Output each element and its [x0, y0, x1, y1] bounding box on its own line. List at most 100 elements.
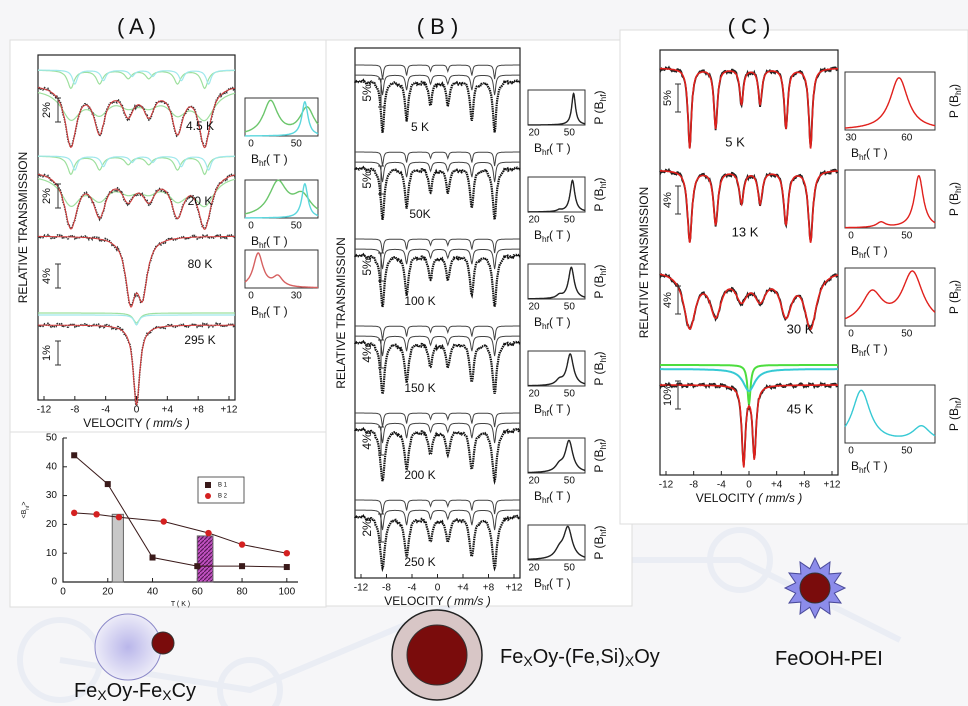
dist-box — [844, 384, 936, 444]
bhf-label-part: B — [251, 234, 259, 248]
bhf-label: Bhf( T ) — [534, 402, 571, 418]
dist-tick-label: 0 — [248, 221, 254, 232]
x-axis-unit: ( mm/s ) — [758, 491, 802, 505]
p-label-part: P (B — [592, 101, 606, 124]
spectrum-fit — [659, 273, 839, 331]
particle-label-part: Fe — [74, 680, 97, 702]
bhf-label: Bhf( T ) — [534, 576, 571, 592]
point — [205, 529, 212, 537]
x-tick-label: -8 — [70, 405, 79, 416]
y-axis-label-part: > — [21, 502, 28, 506]
bhf-label-part: hf — [542, 234, 550, 244]
dist-tick-label: 50 — [291, 221, 303, 232]
x-axis-label-part: VELOCITY — [83, 416, 145, 430]
bhf-label-part: B — [251, 152, 259, 166]
dist-box — [844, 169, 936, 229]
dist-tick-label: 50 — [564, 476, 576, 487]
bhf-label-part: B — [534, 141, 542, 155]
p-label-part: hf — [953, 283, 963, 291]
p-label: P (Bhf) — [592, 525, 608, 559]
p-label-part: P (B — [592, 536, 606, 559]
dist-box — [844, 267, 936, 327]
particle-label-part: X — [625, 653, 635, 669]
spectrum-data — [354, 513, 521, 573]
bhf-label-part: hf — [542, 408, 550, 418]
dist-tick-label: 50 — [564, 128, 576, 139]
spectrum-data — [354, 339, 521, 395]
dist-tick-label: 20 — [528, 128, 540, 139]
x-axis-label: VELOCITY ( mm/s ) — [384, 594, 490, 608]
dist-box — [527, 524, 586, 561]
p-label: P (Bhf) — [592, 264, 608, 298]
dist-box — [527, 176, 586, 213]
scale-bar — [675, 380, 681, 410]
temperature-label: 295 K — [184, 333, 215, 347]
y-axis-label: RELATIVE TRANSMISSION — [637, 187, 651, 339]
bhf-label: Bhf( T ) — [251, 152, 288, 168]
particle-label-part: Fe — [500, 646, 523, 668]
temperature-label: 150 K — [404, 381, 435, 395]
x-tick-label: 20 — [102, 587, 114, 598]
bhf-label: Bhf( T ) — [851, 244, 888, 260]
y-axis-label: RELATIVE TRANSMISSION — [16, 152, 30, 304]
spectrum-fit — [660, 170, 839, 243]
point — [283, 550, 291, 557]
x-tick-label: +4 — [771, 480, 783, 491]
dist-box — [527, 263, 586, 300]
point — [115, 514, 123, 521]
x-tick-label: -12 — [37, 405, 52, 416]
temperature-label: 250 K — [404, 555, 435, 569]
bhf-label-part: hf — [259, 310, 267, 320]
bhf-label: Bhf( T ) — [534, 315, 571, 331]
dist-curve — [528, 439, 586, 474]
dist-curve — [244, 252, 318, 289]
dist-curve — [528, 266, 586, 300]
dist-curve — [245, 182, 319, 219]
spectrum-data — [354, 78, 521, 133]
bhf-label-part: B — [851, 459, 859, 473]
dist-tick-label: 20 — [528, 563, 540, 574]
p-label-part: P (B — [947, 408, 961, 431]
temperature-label: 13 K — [732, 224, 759, 239]
p-label-part: hf — [598, 181, 608, 189]
p-label-part: ) — [592, 90, 606, 94]
panel-label: ( C ) — [728, 14, 771, 39]
particle — [799, 572, 831, 604]
highlight — [196, 535, 214, 583]
x-tick-label: -8 — [689, 480, 698, 491]
bhf-label-part: B — [534, 402, 542, 416]
bhf-label-part: ( T ) — [549, 402, 571, 416]
bhf-label-part: ( T ) — [266, 304, 288, 318]
dist-tick-label: 50 — [901, 329, 913, 340]
component — [38, 312, 235, 324]
dist-tick-label: 0 — [848, 446, 854, 457]
bhf-label: Bhf( T ) — [851, 342, 888, 358]
particle-label-part: X — [162, 687, 172, 703]
bhf-label-part: ( T ) — [549, 576, 571, 590]
bhf-label-part: ( T ) — [866, 459, 888, 473]
x-tick-label: -4 — [101, 405, 110, 416]
x-tick-label: +8 — [799, 480, 811, 491]
temperature-label: 50K — [409, 207, 430, 221]
bhf-label-part: ( T ) — [866, 146, 888, 160]
x-tick-label: -4 — [717, 480, 726, 491]
temperature-label: 80 K — [188, 257, 213, 271]
p-label: P (Bhf) — [592, 438, 608, 472]
bhf-label: Bhf( T ) — [251, 304, 288, 320]
p-label-part: hf — [598, 94, 608, 102]
component — [355, 74, 520, 96]
dist-curve — [528, 353, 586, 387]
legend-label: B 1 — [218, 483, 228, 489]
series-line — [73, 454, 287, 568]
bhf-label-part: B — [534, 576, 542, 590]
component — [38, 155, 235, 171]
scale-label: 5% — [360, 258, 374, 276]
bhf-label-part: ( T ) — [866, 342, 888, 356]
dist-tick-label: 50 — [291, 139, 303, 150]
particle — [94, 613, 162, 681]
bhf-label-part: ( T ) — [549, 489, 571, 503]
component — [355, 509, 520, 531]
x-tick-label: +12 — [506, 583, 523, 594]
x-tick-label: 0 — [60, 587, 66, 598]
